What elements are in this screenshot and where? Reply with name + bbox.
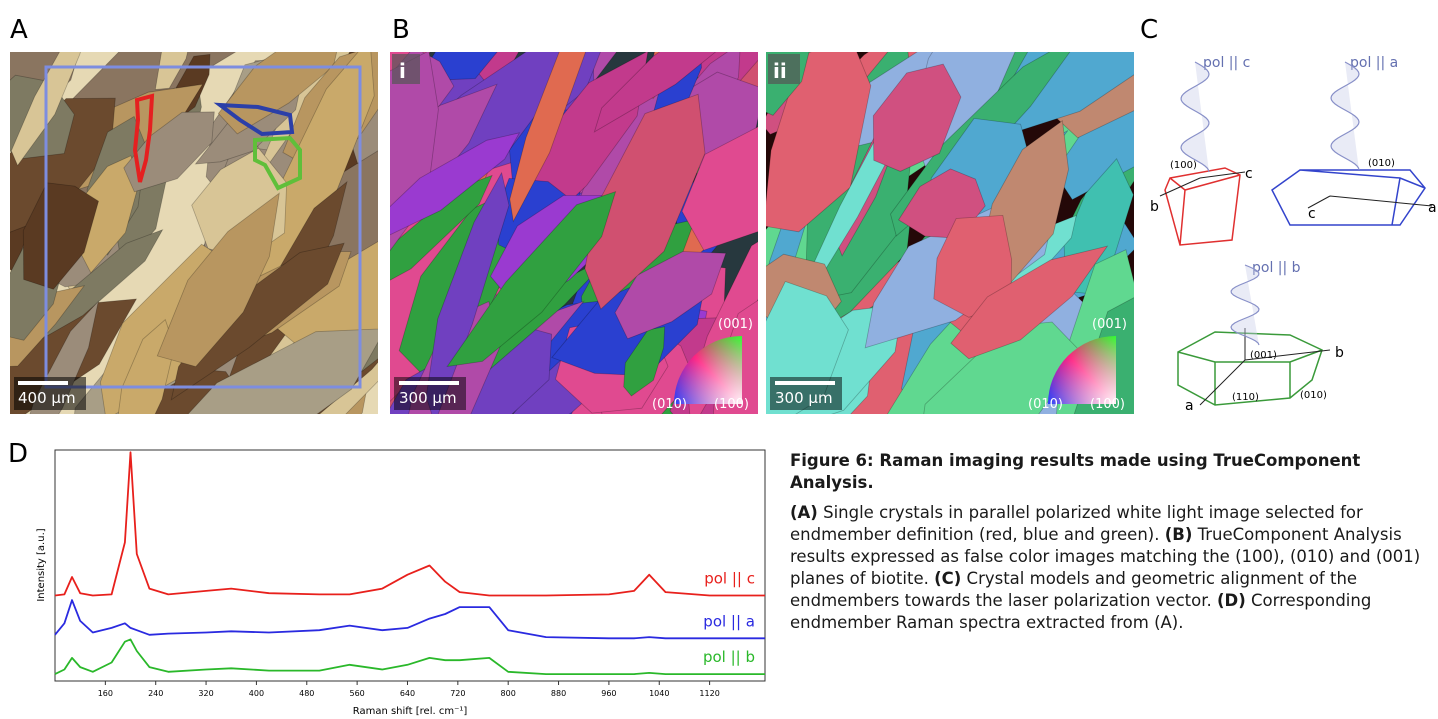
panel-label: C <box>1140 15 1158 45</box>
scale-bar <box>775 381 835 385</box>
orientation-label: (001) <box>1092 317 1127 332</box>
crystal-models: pol || c (100) c b pol || a (010) a c po… <box>1150 55 1437 414</box>
tag-box <box>392 54 420 84</box>
panel-label: D <box>8 439 28 469</box>
caption-label: (C) <box>934 569 961 588</box>
axis-label: a <box>1185 398 1194 414</box>
polarization-label: pol || c <box>1203 55 1250 71</box>
caption-label: (B) <box>1165 525 1193 544</box>
x-axis-title: Raman shift [rel. cm⁻¹] <box>353 706 468 717</box>
axis-label: c <box>1245 166 1253 182</box>
axis-label: b <box>1150 199 1159 215</box>
panel-label: A <box>10 15 28 45</box>
y-axis-title: Intensity [a.u.] <box>36 528 47 601</box>
axis-label: b <box>1335 345 1344 361</box>
x-tick-label: 960 <box>601 689 616 698</box>
caption: Figure 6: Raman imaging results made usi… <box>790 450 1430 634</box>
scale-label: 300 µm <box>399 389 457 407</box>
page: A B C D 400 µm i (001) (010) (100) 300 µ… <box>0 0 1438 719</box>
spectra-chart: Raman shift [rel. cm⁻¹] Intensity [a.u.]… <box>36 450 765 717</box>
x-tick-label: 240 <box>148 689 163 698</box>
orientation-label: (100) <box>1090 397 1125 412</box>
x-tick-label: 720 <box>450 689 465 698</box>
panel-label: B <box>392 15 410 45</box>
x-tick-label: 560 <box>349 689 364 698</box>
orientation-label: (010) <box>1028 397 1063 412</box>
x-tick-label: 1120 <box>699 689 719 698</box>
scale-label: 400 µm <box>18 389 76 407</box>
face-label: (010) <box>1368 158 1395 169</box>
spectrum-line <box>55 639 765 674</box>
face-label: (110) <box>1232 392 1259 403</box>
orientation-label: (010) <box>652 397 687 412</box>
caption-text: (A) Single crystals in parallel polarize… <box>790 502 1430 634</box>
x-tick-label: 480 <box>299 689 314 698</box>
spectrum-line <box>55 452 765 595</box>
x-tick-label: 160 <box>98 689 113 698</box>
face-label: (100) <box>1170 160 1197 171</box>
caption-label: (A) <box>790 503 818 522</box>
scale-label: 300 µm <box>775 389 833 407</box>
series-label: pol || c <box>704 570 755 588</box>
tag: ii <box>773 59 787 83</box>
scale-bar <box>399 381 459 385</box>
plot-frame <box>55 450 765 681</box>
scale-bar <box>18 381 68 385</box>
x-tick-label: 400 <box>249 689 264 698</box>
axis-arrow <box>1160 172 1245 196</box>
polarization-label: pol || a <box>1350 55 1398 71</box>
face-label: (010) <box>1300 390 1327 401</box>
x-tick-label: 880 <box>551 689 566 698</box>
polarization-wave <box>1331 62 1359 170</box>
tag: i <box>399 59 406 83</box>
x-tick-label: 640 <box>400 689 415 698</box>
axis-label: a <box>1428 200 1437 216</box>
caption-label: (D) <box>1217 591 1246 610</box>
spectrum-line <box>55 600 765 638</box>
series-label: pol || a <box>703 612 755 630</box>
x-tick-label: 1040 <box>649 689 669 698</box>
orientation-label: (100) <box>714 397 749 412</box>
polarization-wave <box>1181 62 1209 172</box>
axis-label: c <box>1308 206 1316 222</box>
x-tick-label: 320 <box>198 689 213 698</box>
series-label: pol || b <box>703 648 755 666</box>
caption-title: Figure 6: Raman imaging results made usi… <box>790 450 1430 494</box>
crystal <box>1165 168 1240 245</box>
orientation-label: (001) <box>718 317 753 332</box>
x-tick-label: 800 <box>501 689 516 698</box>
